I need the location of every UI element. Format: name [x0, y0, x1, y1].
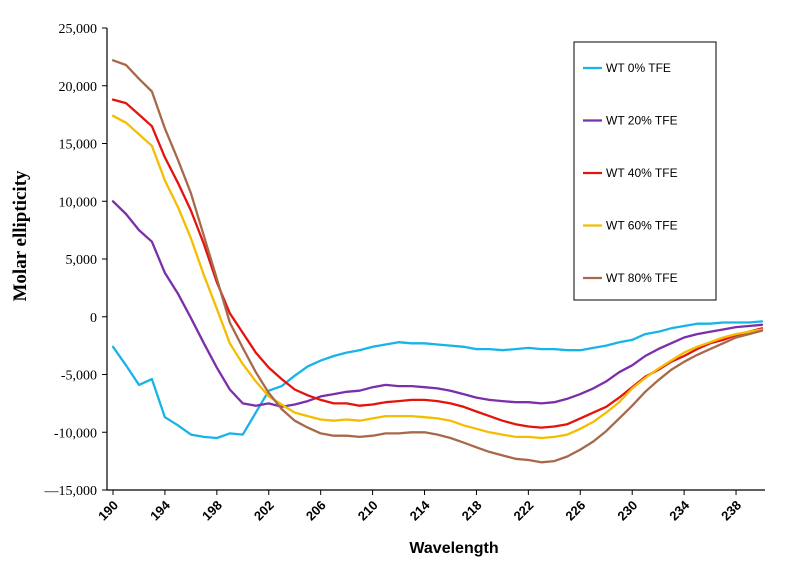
- x-tick-label: 214: [407, 497, 433, 523]
- y-tick-label: 10,000: [59, 195, 98, 210]
- y-tick-label: 0: [90, 311, 97, 326]
- legend-box: [573, 41, 717, 301]
- x-tick-label: 198: [199, 498, 225, 524]
- y-tick-label: 20,000: [59, 80, 98, 95]
- x-tick-label: 226: [562, 498, 588, 524]
- series-line-1: [111, 320, 764, 440]
- series-lines: [111, 59, 764, 464]
- y-tick-label: -10,000: [54, 426, 97, 441]
- x-tick-label: 222: [511, 498, 537, 524]
- x-tick-label: 194: [147, 497, 173, 523]
- y-tick-label: 25,000: [59, 22, 98, 37]
- x-tick-label: 234: [666, 497, 692, 523]
- x-axis-label: Wavelength: [409, 540, 498, 557]
- y-ticks: —15,000 -10,000 -5,000 0 5,000 10,000 15,000 20…: [44, 22, 107, 499]
- x-tick-label: 238: [718, 498, 744, 524]
- series-line-4: [111, 114, 764, 440]
- legend-label-2: WT 20% TFE: [606, 114, 678, 128]
- legend-label-4: WT 60% TFE: [606, 219, 678, 233]
- legend-label-3: WT 40% TFE: [606, 166, 678, 180]
- y-tick-label: -5,000: [61, 369, 97, 384]
- x-tick-label: 218: [459, 498, 485, 524]
- y-tick-label: 15,000: [59, 138, 98, 153]
- x-tick-label: 206: [303, 498, 329, 524]
- legend-label-1: WT 0% TFE: [606, 61, 671, 75]
- series-line-2: [111, 200, 764, 408]
- x-tick-label: 190: [95, 498, 121, 524]
- y-tick-label: —15,000: [44, 484, 98, 499]
- x-ticks: 190 194 198 202 206 210 214 218 222 226 230 234 238: [95, 490, 744, 523]
- legend: WT 0% TFE WT 20% TFE WT 40% TFE WT 60% TFE W…: [573, 41, 717, 301]
- series-line-5: [111, 59, 764, 464]
- x-tick-label: 230: [614, 498, 640, 524]
- legend-label-5: WT 80% TFE: [606, 271, 678, 285]
- y-axis-label: Molar ellipticity: [10, 170, 31, 302]
- y-tick-label: 5,000: [66, 253, 98, 268]
- x-tick-label: 202: [251, 498, 277, 524]
- x-tick-label: 210: [355, 498, 381, 524]
